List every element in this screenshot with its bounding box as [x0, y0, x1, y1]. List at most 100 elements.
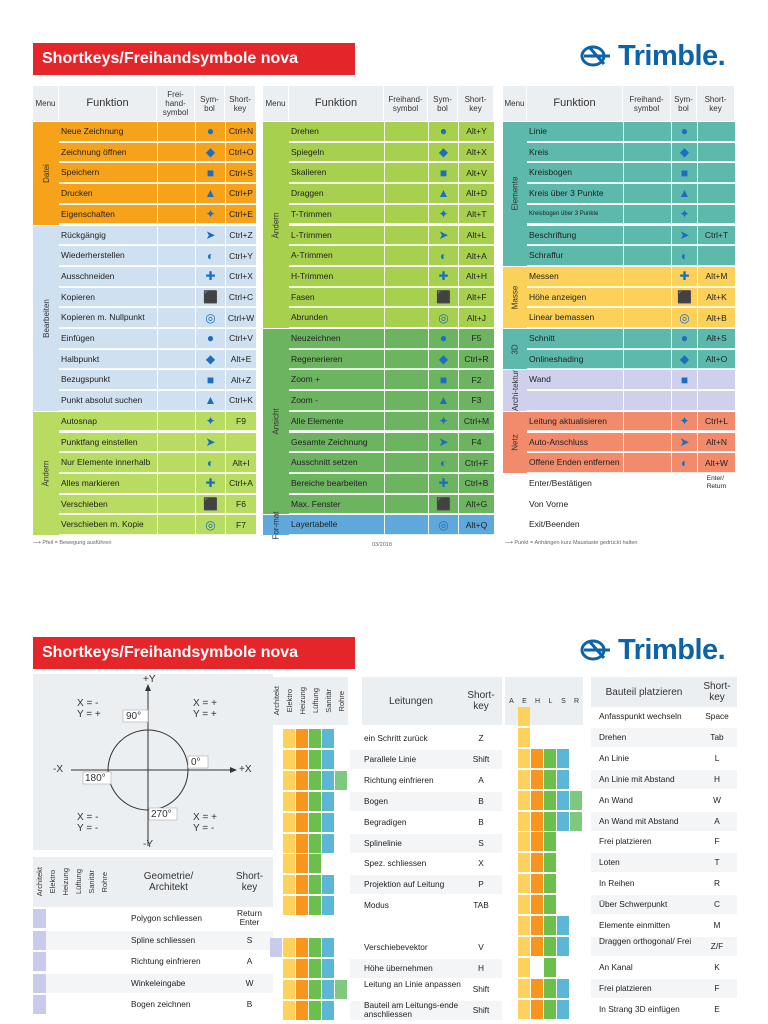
- bauteil-shortkey: M: [713, 920, 721, 930]
- function-row[interactable]: Spiegeln: [289, 142, 384, 163]
- function-row[interactable]: Offene Enden entfernen: [527, 453, 623, 473]
- function-row[interactable]: Kreisbogen: [527, 163, 623, 184]
- freihand-symbol-cell: [623, 494, 671, 515]
- bauteil-function: An Wand mit Abstand: [599, 815, 679, 826]
- shortkey-cell: Alt+J: [458, 308, 494, 328]
- function-row[interactable]: Bezugspunkt: [59, 370, 157, 391]
- bauteil-discipline-cell: [544, 999, 556, 1019]
- leitung-function: Bauteil am Leitungs-ende anschliessen: [364, 999, 459, 1019]
- function-row[interactable]: Punkt absolut suchen: [59, 391, 157, 411]
- function-row[interactable]: Zoom +: [289, 370, 384, 391]
- shortkey-cell: Ctrl+Z: [225, 225, 256, 246]
- function-row[interactable]: Nur Elemente innerhalb: [59, 453, 157, 473]
- function-row[interactable]: Wand: [527, 370, 623, 391]
- function-row[interactable]: Schraffur: [527, 246, 623, 266]
- function-row[interactable]: Exit/Beenden: [527, 515, 623, 535]
- function-row[interactable]: Leitung aktualisieren: [527, 411, 623, 432]
- freihand-symbol-cell: [157, 142, 195, 163]
- function-row[interactable]: Messen: [527, 266, 623, 287]
- row-bg: [46, 952, 273, 971]
- menu-label: Ansicht: [271, 408, 281, 435]
- geometry-shortkey: Return Enter: [237, 908, 262, 927]
- header-menu: Menu: [263, 86, 289, 121]
- function-row[interactable]: Alles markieren: [59, 473, 157, 494]
- function-row[interactable]: Rückgängig: [59, 225, 157, 246]
- function-row[interactable]: Kreisbogen über 3 Punkte: [527, 204, 623, 225]
- symbol-cell: ◆: [428, 142, 458, 163]
- function-row[interactable]: Layertabelle: [289, 515, 384, 535]
- function-row[interactable]: Linear bemassen: [527, 308, 623, 328]
- function-row[interactable]: Zoom -: [289, 391, 384, 411]
- discipline-cell: [283, 854, 295, 874]
- function-row[interactable]: Kopieren: [59, 287, 157, 308]
- discipline-label: Architekt: [272, 686, 281, 716]
- leitungen-shortkey-header: Short- key: [460, 677, 502, 725]
- function-row[interactable]: Fasen: [289, 287, 384, 308]
- function-row[interactable]: [527, 391, 623, 411]
- discipline-cell: [296, 979, 308, 999]
- leitung-shortkey: P: [478, 879, 484, 890]
- function-row[interactable]: Halbpunkt: [59, 349, 157, 370]
- bauteil-shortkey: T: [714, 857, 720, 868]
- function-row[interactable]: Enter/Bestätigen: [527, 473, 623, 494]
- symbol-cell: ⬛: [195, 287, 225, 308]
- bauteil-discipline-cell: [531, 832, 543, 852]
- function-row[interactable]: Zeichnung öffnen: [59, 142, 157, 163]
- function-row[interactable]: Abrunden: [289, 308, 384, 328]
- function-row[interactable]: T-Trimmen: [289, 204, 384, 225]
- freihand-symbol-cell: [623, 142, 671, 163]
- leitung-function: Projektion auf Leitung: [364, 879, 445, 890]
- function-row[interactable]: Skalieren: [289, 163, 384, 184]
- function-row[interactable]: Beschriftung: [527, 225, 623, 246]
- function-row[interactable]: Speichern: [59, 163, 157, 184]
- function-label: Halbpunkt: [61, 353, 100, 364]
- function-row[interactable]: Bereiche bearbeiten: [289, 473, 384, 494]
- bauteil-discipline-cell: [544, 957, 556, 977]
- function-row[interactable]: Kreis: [527, 142, 623, 163]
- function-row[interactable]: Neuzeichnen: [289, 329, 384, 349]
- function-row[interactable]: Kopieren m. Nullpunkt: [59, 308, 157, 328]
- function-row[interactable]: Schnitt: [527, 329, 623, 349]
- function-row[interactable]: H-Trimmen: [289, 266, 384, 287]
- function-row[interactable]: Verschieben m. Kopie: [59, 515, 157, 535]
- function-row[interactable]: Draggen: [289, 184, 384, 204]
- shortkey-cell: Ctrl+K: [225, 391, 256, 411]
- trimble-logo-text: Trimble.: [618, 39, 726, 72]
- function-label: Messen: [529, 270, 559, 281]
- function-row[interactable]: Ausschnitt setzen: [289, 453, 384, 473]
- function-row[interactable]: Eigenschaften: [59, 204, 157, 225]
- function-row[interactable]: Max. Fenster: [289, 494, 384, 515]
- shortkey-cell: [697, 163, 735, 184]
- function-row[interactable]: Kreis über 3 Punkte: [527, 184, 623, 204]
- function-label: Beschriftung: [529, 229, 577, 240]
- function-row[interactable]: Höhe anzeigen: [527, 287, 623, 308]
- function-row[interactable]: Neue Zeichnung: [59, 122, 157, 142]
- function-row[interactable]: Einfügen: [59, 329, 157, 349]
- function-row[interactable]: Linie: [527, 122, 623, 142]
- leitung-shortkey: S: [478, 837, 484, 848]
- function-row[interactable]: Autosnap: [59, 411, 157, 432]
- function-row[interactable]: Gesamte Zeichnung: [289, 432, 384, 453]
- quadrant-1: X = + Y = +: [193, 698, 217, 720]
- function-row[interactable]: Wiederherstellen: [59, 246, 157, 266]
- function-row[interactable]: A-Trimmen: [289, 246, 384, 266]
- header-symbol: Sym- bol: [195, 86, 225, 121]
- function-row[interactable]: L-Trimmen: [289, 225, 384, 246]
- function-row[interactable]: Verschieben: [59, 494, 157, 515]
- header-symbol: Sym- bol: [428, 86, 458, 121]
- function-row[interactable]: Auto-Anschluss: [527, 432, 623, 453]
- function-row[interactable]: Regenerieren: [289, 349, 384, 370]
- bauteil-discipline-cell: [544, 936, 556, 956]
- function-row[interactable]: Drehen: [289, 122, 384, 142]
- function-row[interactable]: Punktfang einstellen: [59, 432, 157, 453]
- function-row[interactable]: Ausschneiden: [59, 266, 157, 287]
- function-row[interactable]: Drucken: [59, 184, 157, 204]
- function-row[interactable]: Alle Elemente: [289, 411, 384, 432]
- discipline-cell: [296, 1000, 308, 1020]
- freihand-symbol-cell: [384, 453, 428, 473]
- function-label: Enter/Bestätigen: [529, 477, 592, 488]
- function-label: Autosnap: [61, 415, 97, 426]
- function-row[interactable]: Onlineshading: [527, 349, 623, 370]
- function-row[interactable]: Von Vorne: [527, 494, 623, 515]
- tool-icon: ✚: [205, 476, 216, 491]
